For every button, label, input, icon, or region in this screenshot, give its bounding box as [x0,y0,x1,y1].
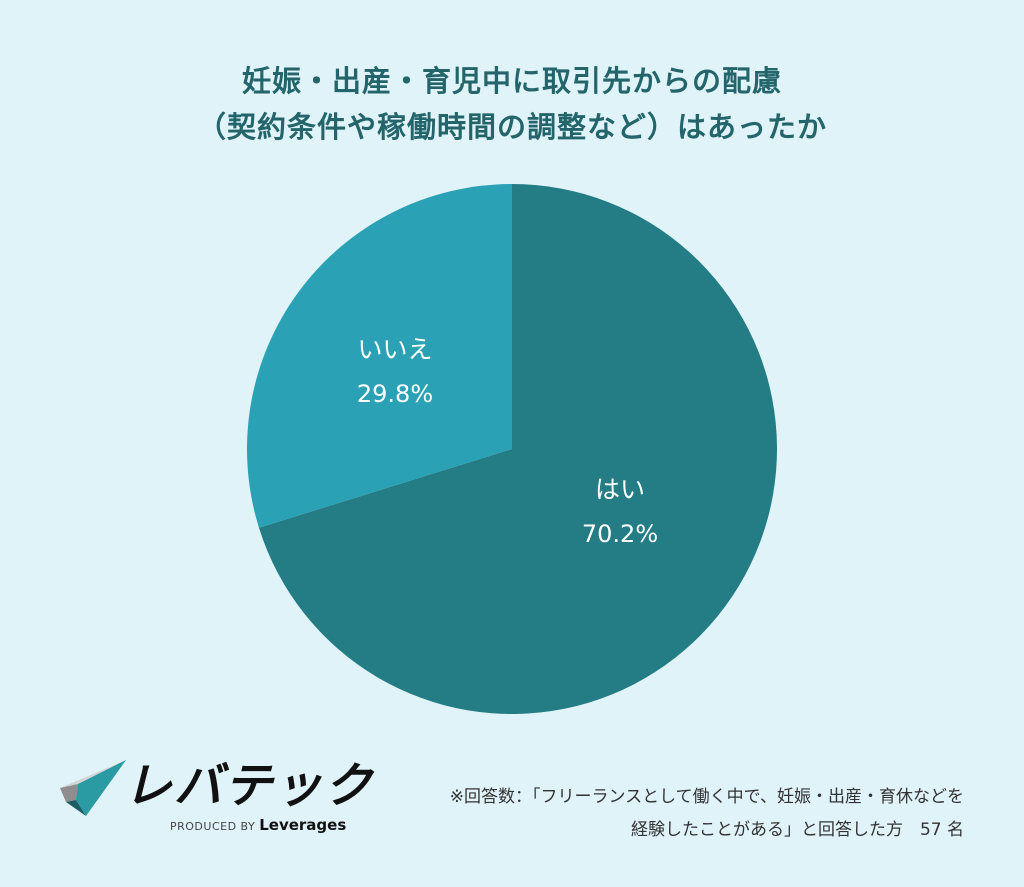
logo-mark-icon [60,760,126,816]
logo-produced-by: PRODUCED BY Leverages [170,816,346,834]
respondent-note: ※回答数：「フリーランスとして働く中で、妊娠・出産・育休などを 経験したことがあ… [450,781,964,847]
pie-slice-yes [258,184,777,715]
note-line-2: 経験したことがある」と回答した方 57 名 [630,820,964,840]
slice-label-yes-value: 70.2% [581,520,659,548]
slice-label-no: いいえ 29.8% [330,328,460,416]
chart-title-line-1: 妊娠・出産・育児中に取引先からの配慮 [241,64,782,98]
slice-label-no-value: 29.8% [356,380,434,408]
chart-title-line-2: （契約条件や稼働時間の調整など）はあったか [196,110,827,144]
note-line-1: ※回答数：「フリーランスとして働く中で、妊娠・出産・育休などを [449,787,964,807]
slice-label-no-name: いいえ [357,335,433,364]
logo-wordmark: レバテック [124,758,375,814]
produced-by-text: PRODUCED BY [170,820,256,833]
brand-name: Leverages [259,816,347,834]
slice-label-yes-name: はい [594,475,645,504]
chart-title: 妊娠・出産・育児中に取引先からの配慮 （契約条件や稼働時間の調整など）はあったか [0,58,1024,150]
pie-slice-no [247,184,513,528]
slice-label-yes: はい 70.2% [555,468,685,556]
levtech-logo: レバテック PRODUCED BY Leverages [58,758,372,838]
